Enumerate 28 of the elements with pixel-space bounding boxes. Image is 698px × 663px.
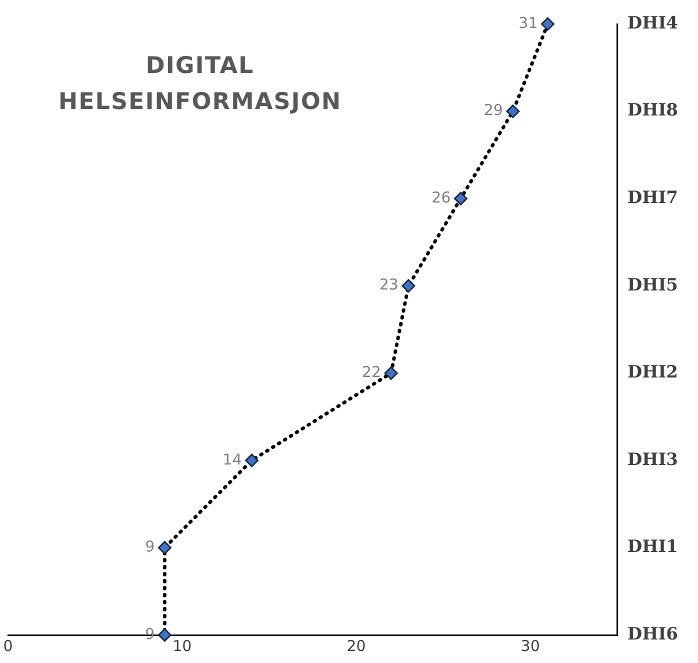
data-label: 31	[518, 14, 538, 32]
point	[158, 540, 172, 554]
point	[384, 366, 398, 380]
x-tick-label: 0	[3, 636, 13, 655]
y-tick-label: DHI5	[627, 275, 678, 296]
y-tick-label: DHI3	[627, 450, 678, 470]
point	[454, 192, 468, 206]
x-tick-label: 30	[520, 636, 540, 655]
y-tick-label: DHI8	[627, 100, 678, 121]
point	[245, 454, 259, 468]
point	[402, 279, 416, 293]
data-label: 14	[222, 450, 242, 468]
data-label: 26	[432, 188, 451, 206]
data-label: 29	[484, 101, 503, 120]
x-tick-label: 10	[172, 636, 192, 655]
data-label: 22	[362, 363, 382, 382]
data-label: 23	[379, 276, 398, 294]
point	[541, 17, 555, 31]
point	[506, 104, 520, 118]
y-tick-label: DHI1	[627, 537, 678, 558]
text: DIGITAL HELSEINFORMASJON	[57, 52, 343, 117]
point	[158, 628, 172, 642]
data-label: 9	[145, 538, 155, 556]
y-tick-label: DHI4	[627, 13, 678, 34]
y-tick-label: DHI7	[627, 188, 678, 208]
x-tick-label: 20	[346, 636, 366, 655]
y-tick-label: DHI6	[627, 624, 678, 644]
y-tick-label: DHI2	[627, 362, 678, 383]
